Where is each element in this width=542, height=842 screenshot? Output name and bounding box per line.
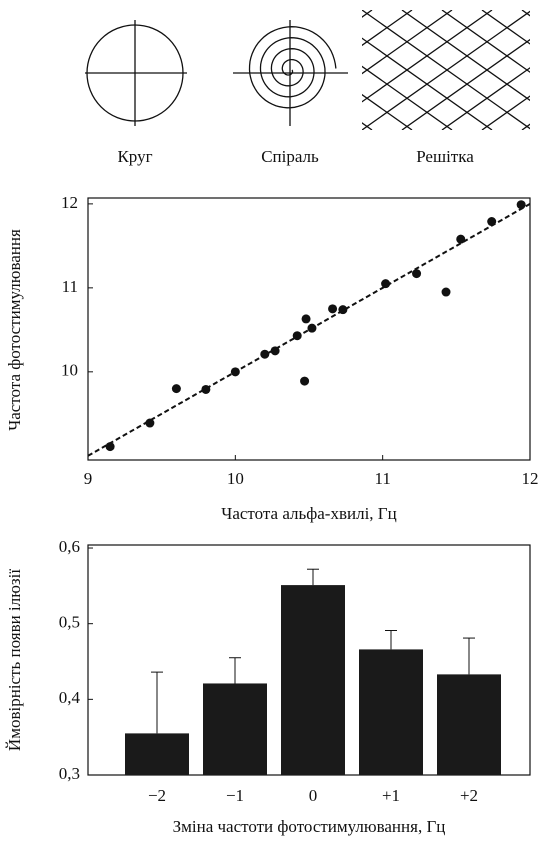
x-tick-label: 10 bbox=[227, 469, 244, 488]
point bbox=[441, 287, 451, 297]
x-axis-title: Зміна частоти фотостимулювання, Гц bbox=[173, 817, 446, 836]
y-axis-title: Ймовірність появи ілюзії bbox=[5, 569, 24, 751]
bar bbox=[359, 649, 423, 775]
point bbox=[260, 349, 270, 359]
lattice-line bbox=[441, 67, 530, 130]
point bbox=[456, 234, 466, 244]
point bbox=[145, 418, 155, 428]
point bbox=[338, 305, 348, 315]
lattice-line bbox=[401, 38, 530, 130]
lattice-line bbox=[362, 10, 373, 18]
lattice-line bbox=[521, 10, 530, 17]
point bbox=[381, 279, 391, 289]
bar bbox=[281, 585, 345, 775]
y-tick-label: 0,5 bbox=[59, 613, 80, 632]
reference-line bbox=[87, 203, 531, 457]
lattice-line bbox=[481, 95, 530, 130]
point bbox=[270, 346, 280, 356]
icon-label: Круг bbox=[117, 147, 152, 166]
plot-frame bbox=[87, 197, 531, 461]
x-tick-label: 0 bbox=[309, 786, 318, 805]
y-tick-label: 10 bbox=[61, 361, 78, 380]
bar bbox=[203, 683, 267, 775]
point bbox=[105, 442, 115, 452]
y-tick-label: 11 bbox=[62, 277, 78, 296]
x-tick-label: +1 bbox=[382, 786, 400, 805]
point bbox=[300, 376, 310, 386]
lattice-line bbox=[362, 10, 493, 103]
point bbox=[328, 304, 338, 314]
x-tick-label: −2 bbox=[148, 786, 166, 805]
lattice-line bbox=[362, 93, 413, 130]
lattice-line bbox=[122, 10, 292, 130]
lattice-line bbox=[122, 10, 292, 130]
point bbox=[412, 269, 422, 279]
point bbox=[307, 323, 317, 333]
icon-label: Решітка bbox=[416, 147, 474, 166]
x-tick-label: −1 bbox=[226, 786, 244, 805]
y-tick-label: 0,6 bbox=[59, 537, 80, 556]
lattice-line bbox=[362, 10, 453, 75]
x-tick-label: +2 bbox=[460, 786, 478, 805]
y-tick-label: 0,4 bbox=[59, 688, 81, 707]
point bbox=[516, 200, 526, 210]
point bbox=[487, 217, 497, 227]
point bbox=[201, 384, 211, 394]
y-tick-label: 0,3 bbox=[59, 764, 80, 783]
lattice-line bbox=[362, 122, 373, 130]
x-axis-title: Частота альфа-хвилі, Гц bbox=[221, 504, 396, 523]
bar bbox=[125, 733, 189, 775]
lattice-line bbox=[481, 10, 530, 45]
lattice-line bbox=[362, 10, 530, 130]
grid-icon bbox=[122, 10, 530, 130]
spiral-icon bbox=[233, 20, 348, 126]
bar bbox=[437, 674, 501, 775]
lattice-line bbox=[162, 10, 332, 130]
lattice-line bbox=[362, 10, 413, 47]
point bbox=[171, 384, 181, 394]
point bbox=[292, 331, 302, 341]
y-tick-label: 12 bbox=[61, 193, 78, 212]
point bbox=[230, 367, 240, 377]
circle-icon bbox=[85, 20, 187, 126]
icon-label: Спіраль bbox=[261, 147, 319, 166]
y-axis-title: Частота фотостимулювання bbox=[5, 229, 24, 431]
point bbox=[301, 314, 311, 324]
lattice-line bbox=[162, 10, 332, 130]
x-tick-label: 12 bbox=[522, 469, 539, 488]
lattice-line bbox=[401, 10, 530, 102]
x-tick-label: 11 bbox=[374, 469, 390, 488]
lattice-line bbox=[521, 123, 530, 130]
x-tick-label: 9 bbox=[84, 469, 93, 488]
